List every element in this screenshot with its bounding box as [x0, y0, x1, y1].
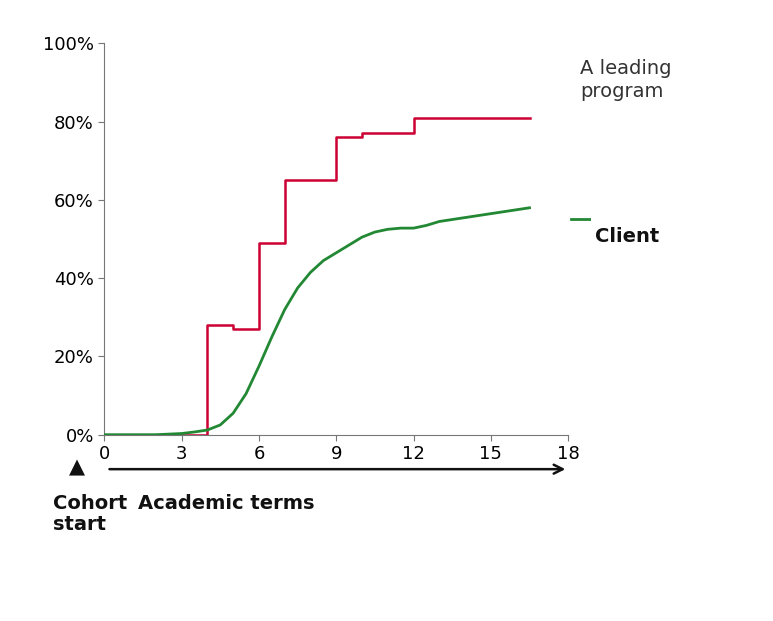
Text: A leading
program: A leading program: [580, 59, 671, 101]
Text: Cohort: Cohort: [53, 494, 127, 513]
Text: Client: Client: [595, 227, 659, 246]
Text: start: start: [53, 515, 106, 535]
Text: ▲: ▲: [70, 457, 85, 477]
Text: Academic terms: Academic terms: [138, 494, 314, 513]
